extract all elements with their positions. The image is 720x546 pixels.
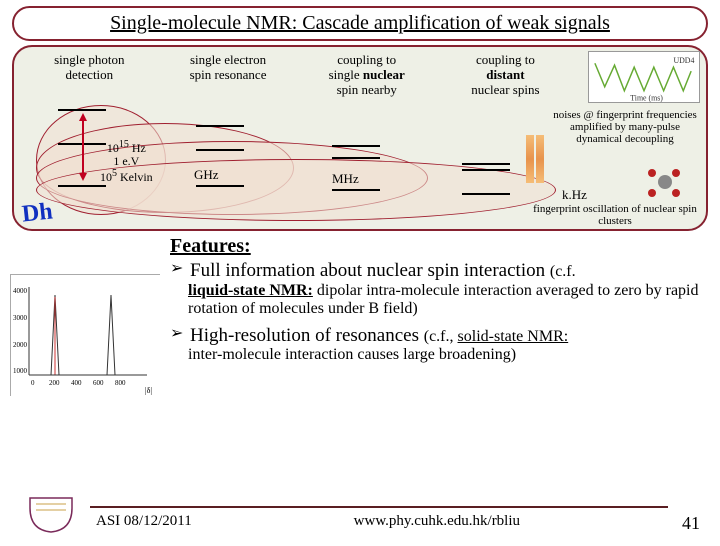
col-nuclear-distant: coupling todistantnuclear spins xyxy=(438,53,573,98)
feature-2-sub: inter-molecule interaction causes large … xyxy=(188,346,702,364)
feature-2: High-resolution of resonances (c.f., sol… xyxy=(170,325,702,347)
page-number: 41 xyxy=(682,513,700,534)
feature-1-sub: liquid-state NMR: dipolar intra-molecule… xyxy=(188,282,702,319)
svg-text:2000: 2000 xyxy=(13,341,28,349)
molecule-icon xyxy=(644,163,686,203)
svg-text:3000: 3000 xyxy=(13,314,28,322)
svg-text:4000: 4000 xyxy=(13,287,28,295)
mini-plot-label: UDD4 xyxy=(673,56,694,65)
noise-bars xyxy=(526,135,544,183)
arrow-icon xyxy=(78,113,88,181)
svg-text:0: 0 xyxy=(31,379,35,387)
svg-text:400: 400 xyxy=(71,379,82,387)
mini-plot-udd4: UDD4 Time (ms) xyxy=(588,51,700,103)
ladder-4 xyxy=(462,163,510,197)
feature-2-tail: (c.f., xyxy=(424,328,458,345)
col-photon: single photondetection xyxy=(22,53,157,98)
svg-text:600: 600 xyxy=(93,379,104,387)
svg-text:800: 800 xyxy=(115,379,126,387)
slide-title: Single-molecule NMR: Cascade amplificati… xyxy=(12,6,708,41)
freq-mhz: MHz xyxy=(332,171,359,187)
features: Features: Full information about nuclear… xyxy=(170,235,702,365)
features-heading: Features: xyxy=(170,235,702,258)
svg-text:|δ|: |δ| xyxy=(145,386,152,395)
freq-ghz: GHz xyxy=(194,167,219,183)
note-fingerprint: fingerprint oscillation of nuclear spin … xyxy=(530,203,700,227)
col-electron: single electronspin resonance xyxy=(161,53,296,98)
feature-2-link: solid-state NMR: xyxy=(458,328,569,345)
svg-text:1000: 1000 xyxy=(13,367,28,375)
handwritten-annotation: Dh xyxy=(21,198,54,228)
note-noise: noises @ fingerprint frequencies amplifi… xyxy=(550,109,700,145)
svg-text:200: 200 xyxy=(49,379,60,387)
freq-1015: 1015 Hz1 e.V105 Kelvin xyxy=(100,139,153,185)
freq-khz: k.Hz xyxy=(562,187,587,203)
cascade-diagram: single photondetection single electronsp… xyxy=(12,45,708,231)
footer-rule xyxy=(90,506,668,508)
feature-2-main: High-resolution of resonances xyxy=(190,325,424,346)
feature-1-main: Full information about nuclear spin inte… xyxy=(190,260,550,281)
spectrum-chart: 4000 3000 2000 1000 0 200 400 600 800 |δ… xyxy=(10,274,160,396)
ladder-1 xyxy=(58,109,106,189)
footer-url: www.phy.cuhk.edu.hk/rbliu xyxy=(354,513,520,534)
footer-date: ASI 08/12/2011 xyxy=(96,513,192,534)
feature-1-tail: (c.f. xyxy=(550,263,576,280)
feature-1-sub-lead: liquid-state NMR: xyxy=(188,282,313,299)
footer: ASI 08/12/2011 www.phy.cuhk.edu.hk/rbliu… xyxy=(0,513,720,534)
mini-plot-xaxis: Time (ms) xyxy=(630,94,663,103)
feature-1: Full information about nuclear spin inte… xyxy=(170,260,702,282)
col-nuclear-near: coupling tosingle nuclearspin nearby xyxy=(299,53,434,98)
